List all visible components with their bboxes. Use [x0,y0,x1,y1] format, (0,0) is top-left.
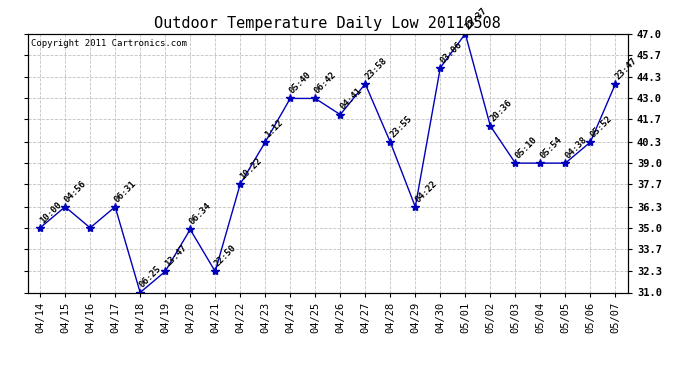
Title: Outdoor Temperature Daily Low 20110508: Outdoor Temperature Daily Low 20110508 [155,16,501,31]
Text: 10:00: 10:00 [38,200,63,225]
Text: 23:37: 23:37 [463,6,489,31]
Text: 03:06: 03:06 [438,40,464,65]
Text: 05:10: 05:10 [513,135,538,160]
Text: 10:22: 10:22 [238,156,264,182]
Text: 04:22: 04:22 [413,178,438,204]
Text: 05:52: 05:52 [588,114,613,140]
Text: 05:40: 05:40 [288,70,313,96]
Text: 23:58: 23:58 [363,56,388,81]
Text: 04:41: 04:41 [338,87,364,112]
Text: 23:47: 23:47 [613,56,638,81]
Text: 06:31: 06:31 [113,178,138,204]
Text: 23:55: 23:55 [388,114,413,140]
Text: 05:54: 05:54 [538,135,564,160]
Text: 13:47: 13:47 [163,243,188,269]
Text: Copyright 2011 Cartronics.com: Copyright 2011 Cartronics.com [30,39,186,48]
Text: 04:56: 04:56 [63,178,88,204]
Text: 1:12: 1:12 [263,118,284,140]
Text: 06:42: 06:42 [313,70,338,96]
Text: 06:25: 06:25 [138,264,164,290]
Text: 22:50: 22:50 [213,243,238,269]
Text: 20:36: 20:36 [488,98,513,123]
Text: 04:38: 04:38 [563,135,589,160]
Text: 06:34: 06:34 [188,201,213,226]
